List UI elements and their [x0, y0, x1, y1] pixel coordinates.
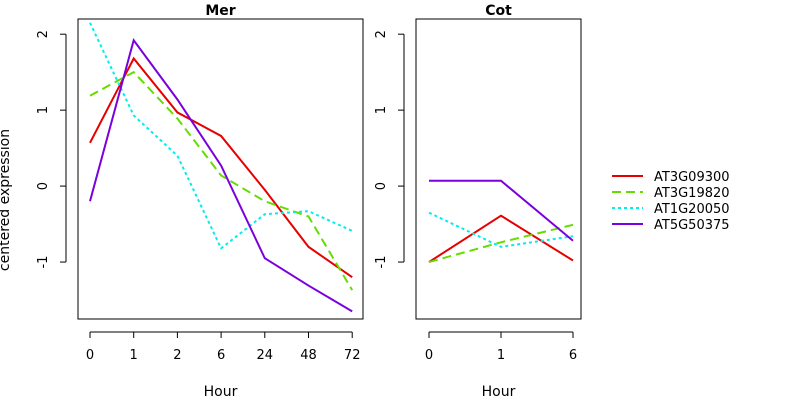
legend-label: AT5G50375 — [654, 218, 730, 233]
y-tick-label: 0 — [374, 182, 389, 190]
x-tick-label: 6 — [217, 348, 225, 363]
legend-item: AT5G50375 — [612, 218, 730, 233]
y-tick-label: -1 — [36, 256, 51, 269]
x-axis: 0 1 6 — [425, 331, 577, 363]
x-axis: 0 1 2 6 24 48 72 — [86, 331, 361, 363]
series-line-at3g19820 — [89, 70, 354, 291]
y-axis-label: centered expression — [0, 129, 13, 271]
series-line-at1g20050 — [89, 22, 353, 250]
x-axis-label: Hour — [204, 384, 238, 400]
x-tick-label: 1 — [130, 348, 138, 363]
legend-label: AT1G20050 — [654, 202, 730, 217]
series-line-at3g09300 — [428, 214, 574, 263]
legend-label: AT3G09300 — [654, 170, 730, 185]
x-tick-label: 24 — [257, 348, 274, 363]
series-lines — [428, 179, 574, 264]
panel-title: Cot — [485, 3, 512, 19]
series-line-at3g09300 — [89, 56, 353, 279]
y-tick-label: 2 — [36, 30, 51, 38]
series-line-at5g50375 — [89, 38, 353, 313]
x-tick-label: 0 — [86, 348, 94, 363]
x-tick-label: 72 — [344, 348, 361, 363]
plot-frame — [415, 18, 582, 320]
y-tick-label: 1 — [374, 106, 389, 114]
x-axis-label: Hour — [482, 384, 516, 400]
series-lines — [89, 22, 354, 313]
series-line-at3g19820 — [428, 223, 574, 264]
legend-item: AT3G19820 — [612, 186, 730, 201]
y-tick-label: 2 — [374, 30, 389, 38]
x-tick-label: 2 — [173, 348, 181, 363]
y-axis: -1 0 1 2 — [36, 30, 67, 269]
chart-panels: Mer -1 0 1 2 0 1 2 6 24 48 72 Hour Cot -1 0 1 2 0 1 6 Hour — [36, 3, 582, 400]
y-tick-label: -1 — [374, 256, 389, 269]
y-tick-label: 0 — [36, 182, 51, 190]
legend-label: AT3G19820 — [654, 186, 730, 201]
panel-title: Mer — [205, 3, 235, 19]
x-tick-label: 0 — [425, 348, 433, 363]
series-line-at5g50375 — [429, 179, 574, 242]
legend-item: AT3G09300 — [612, 170, 730, 185]
panel-mer: Mer -1 0 1 2 0 1 2 6 24 48 72 Hour — [36, 3, 364, 400]
panel-cot: Cot -1 0 1 2 0 1 6 Hour — [374, 3, 582, 400]
legend-item: AT1G20050 — [612, 202, 730, 217]
series-line-at1g20050 — [428, 211, 574, 248]
x-tick-label: 1 — [497, 348, 505, 363]
y-tick-label: 1 — [36, 106, 51, 114]
y-axis: -1 0 1 2 — [374, 30, 405, 269]
x-tick-label: 48 — [300, 348, 317, 363]
x-tick-label: 6 — [569, 348, 577, 363]
plot-frame — [77, 18, 364, 320]
